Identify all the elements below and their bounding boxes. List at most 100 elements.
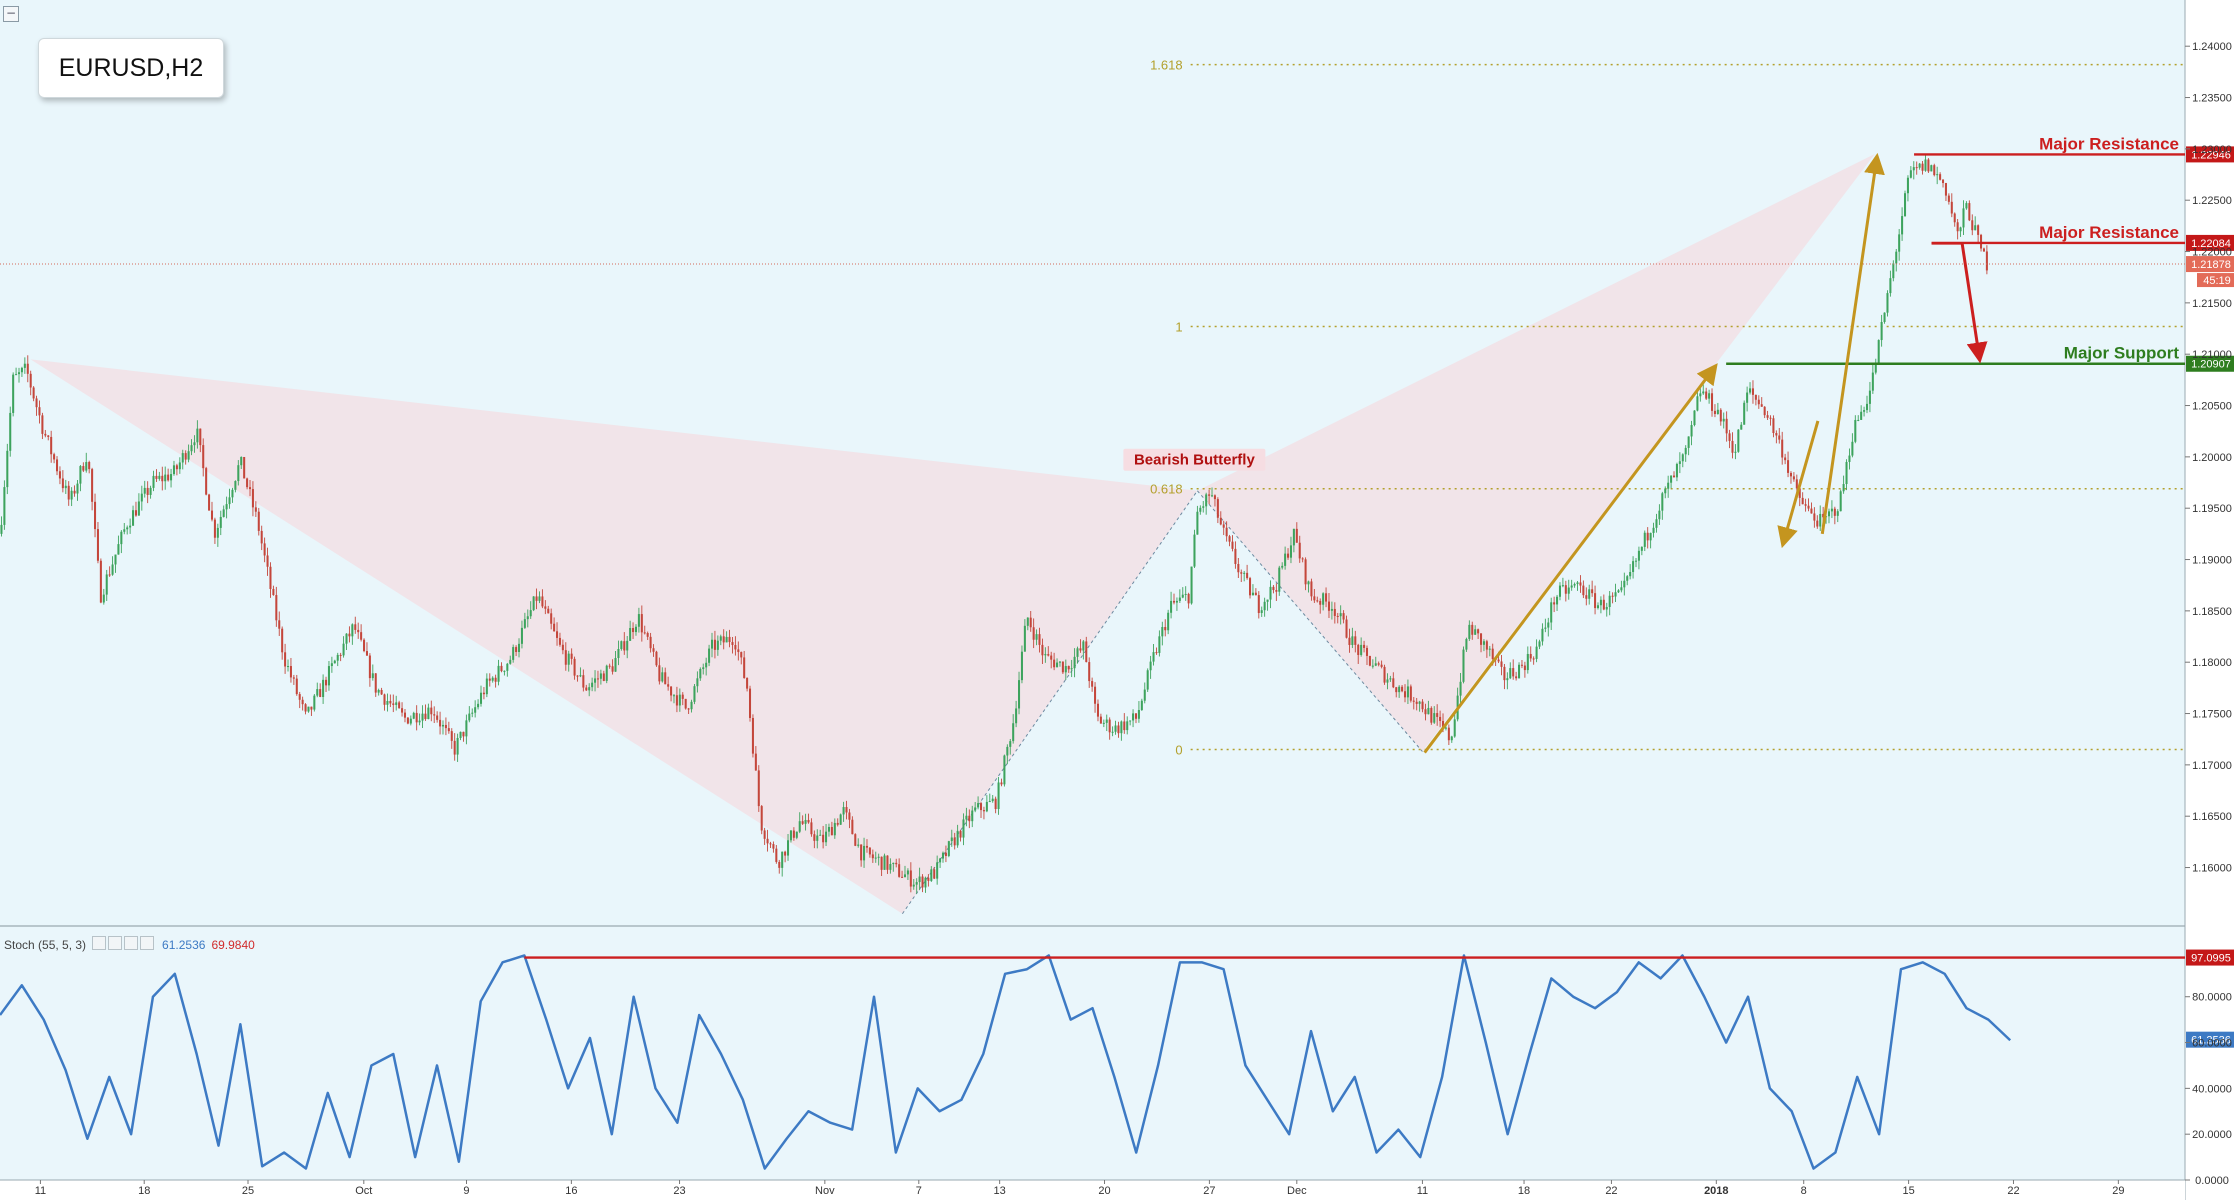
candle-body xyxy=(1620,587,1623,591)
candle-body xyxy=(228,497,231,505)
candle-body xyxy=(1325,593,1328,602)
candle-body xyxy=(1073,656,1076,669)
candle-body xyxy=(1339,613,1342,617)
stoch-d-value: 69.9840 xyxy=(211,937,255,952)
candle-body xyxy=(199,428,202,446)
candle-body xyxy=(874,857,877,859)
candle-body xyxy=(70,490,73,500)
eye-icon[interactable] xyxy=(92,936,107,950)
x-tick-label: 13 xyxy=(994,1185,1006,1197)
candle-body xyxy=(237,465,240,482)
candle-body xyxy=(781,851,784,868)
settings-icon[interactable] xyxy=(108,936,123,950)
candle-body xyxy=(1161,627,1164,637)
candle-body xyxy=(1652,527,1655,533)
candle-body xyxy=(1134,713,1138,719)
candle-body xyxy=(722,636,725,643)
candle-body xyxy=(450,731,453,741)
candle-body xyxy=(1231,541,1234,549)
candle-body xyxy=(216,527,219,538)
collapse-button[interactable]: − xyxy=(3,6,19,22)
candle-body xyxy=(298,694,301,700)
arrow-to-d xyxy=(1820,152,1885,535)
candle-body xyxy=(152,475,155,488)
candle-body xyxy=(1240,572,1243,574)
y-tick-label: 1.18000 xyxy=(2192,657,2232,669)
candle-body xyxy=(766,838,769,844)
candle-body xyxy=(708,648,711,663)
candle-body xyxy=(1763,406,1766,416)
fib-label: 1.618 xyxy=(1150,58,1183,73)
resistance-2-price-tag xyxy=(2186,234,2234,251)
x-tick-label: 11 xyxy=(1417,1185,1428,1197)
candle-body xyxy=(234,481,237,490)
candle-body xyxy=(292,677,295,679)
candle-body xyxy=(804,819,807,824)
candle-body xyxy=(1058,661,1061,663)
candle-body xyxy=(1360,644,1363,655)
candle-body xyxy=(1035,634,1038,640)
candle-body xyxy=(1784,457,1787,461)
candle-body xyxy=(1278,567,1281,592)
candle-body xyxy=(1246,572,1249,579)
candle-body xyxy=(1444,727,1447,729)
candle-body xyxy=(1348,637,1351,645)
candle-body xyxy=(1439,716,1442,721)
candle-body xyxy=(1696,396,1699,411)
candle-body xyxy=(1111,731,1114,733)
candle-body xyxy=(1307,581,1310,585)
candle-body xyxy=(1737,429,1740,452)
candle-body xyxy=(1918,163,1921,168)
candle-body xyxy=(1754,394,1757,400)
close-icon[interactable] xyxy=(124,936,139,950)
candle-body xyxy=(1187,593,1190,604)
candle-body xyxy=(880,856,883,870)
x-tick-label: 20 xyxy=(1098,1185,1110,1197)
candle-body xyxy=(1474,629,1477,635)
x-tick-label: 29 xyxy=(2112,1185,2124,1197)
legend-buttons[interactable] xyxy=(92,936,156,953)
candle-body xyxy=(193,442,196,446)
candle-body xyxy=(471,712,474,714)
candle-body xyxy=(982,810,985,812)
candle-body xyxy=(1901,216,1904,235)
candle-body xyxy=(1772,418,1775,434)
more-icon[interactable] xyxy=(140,936,155,950)
candle-body xyxy=(1778,435,1781,440)
candle-body xyxy=(401,708,404,713)
candle-body xyxy=(436,715,439,720)
candle-body xyxy=(29,373,32,388)
candle-body xyxy=(1433,713,1436,723)
candle-body xyxy=(380,689,383,695)
candle-body xyxy=(325,679,328,686)
candle-body xyxy=(1789,472,1793,477)
candle-body xyxy=(1512,668,1515,677)
candle-body xyxy=(155,475,158,479)
candle-body xyxy=(1222,524,1225,528)
candle-body xyxy=(1947,195,1950,202)
candle-body xyxy=(1836,511,1839,516)
candle-body xyxy=(1626,576,1629,581)
candle-body xyxy=(1906,177,1909,194)
candle-body xyxy=(1757,399,1760,405)
candle-body xyxy=(322,679,325,697)
candle-body xyxy=(1719,409,1722,422)
candle-body xyxy=(684,698,687,709)
candle-body xyxy=(681,694,684,699)
candle-body xyxy=(851,819,854,835)
stoch-y-tick-label: 60.0000 xyxy=(2192,1038,2232,1050)
candle-body xyxy=(1965,203,1968,209)
candle-body xyxy=(1041,644,1044,656)
candle-body xyxy=(491,677,494,681)
candle-body xyxy=(1506,678,1509,681)
candle-body xyxy=(336,654,339,661)
candle-body xyxy=(1354,636,1357,645)
candle-body xyxy=(348,633,351,637)
candle-body xyxy=(1588,589,1591,599)
y-tick-label: 1.22500 xyxy=(2192,195,2232,207)
resistance-1-price-text: 1.22946 xyxy=(2191,149,2231,161)
candle-body xyxy=(260,530,263,544)
candle-body xyxy=(1520,664,1523,666)
